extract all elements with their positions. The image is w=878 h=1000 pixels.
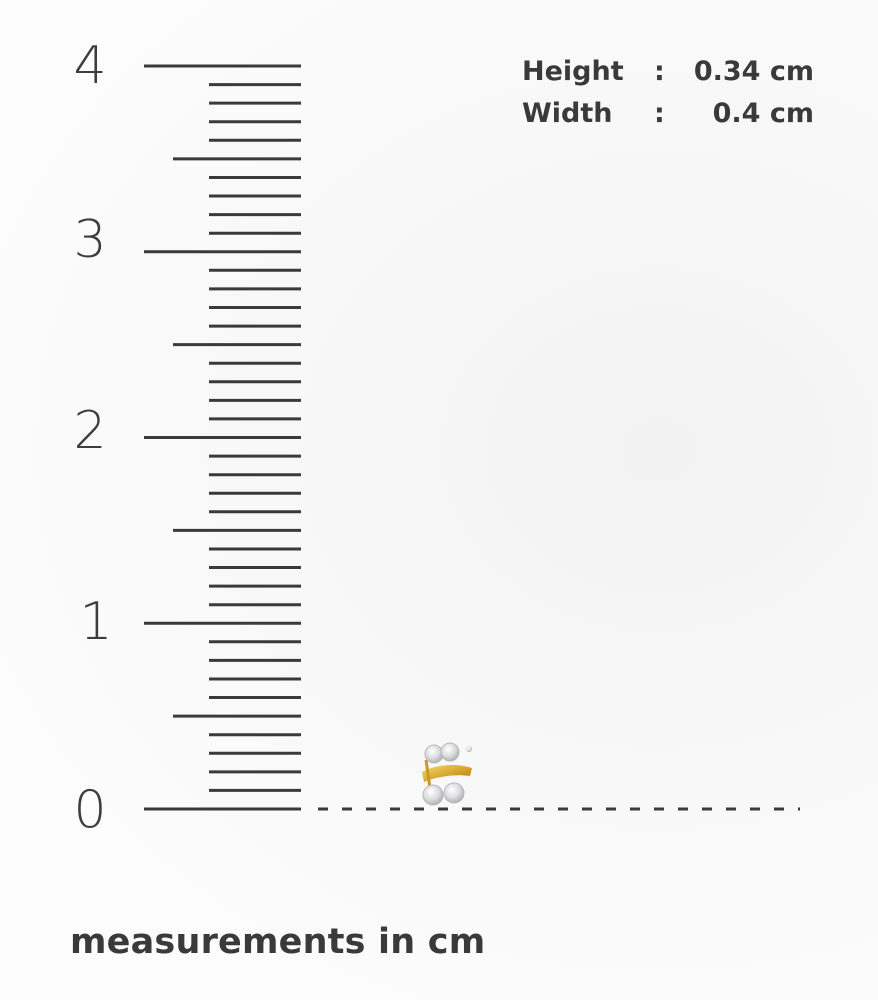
ruler-label-2: 2 bbox=[73, 401, 107, 461]
height-separator: : bbox=[654, 56, 665, 87]
height-spec-row: Height : 0.34 cm bbox=[522, 56, 814, 98]
dimension-specs: Height : 0.34 cm Width : 0.4 cm bbox=[522, 56, 814, 140]
height-value: 0.34 cm bbox=[693, 56, 814, 87]
ruler-label-4: 4 bbox=[73, 36, 107, 96]
width-spec-row: Width : 0.4 cm bbox=[522, 98, 814, 140]
ruler-label-3: 3 bbox=[73, 210, 107, 270]
measurement-caption: measurements in cm bbox=[70, 922, 486, 962]
width-separator: : bbox=[654, 98, 665, 129]
diamond-earring-icon bbox=[422, 742, 472, 806]
ruler-label-0: 0 bbox=[73, 780, 107, 840]
width-label: Width bbox=[522, 98, 613, 129]
width-value: 0.4 cm bbox=[712, 98, 814, 129]
height-label: Height bbox=[522, 56, 624, 87]
ruler-label-1: 1 bbox=[79, 592, 113, 652]
